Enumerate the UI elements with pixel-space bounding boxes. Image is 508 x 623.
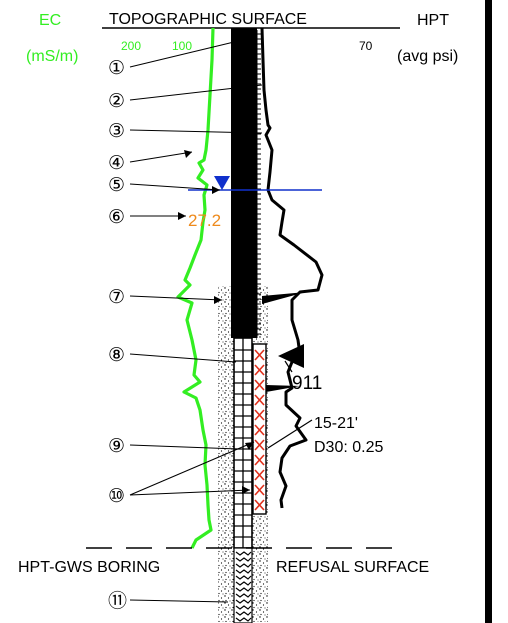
ec-tick-100: 100 — [172, 39, 192, 53]
callout-2: ② — [108, 91, 125, 112]
hpt-spike-upper — [262, 292, 306, 304]
d30-label: D30: 0.25 — [314, 439, 383, 456]
callout-1: ① — [108, 58, 125, 79]
water-table-triangle — [214, 176, 230, 190]
surface-label: TOPOGRAPHIC SURFACE — [109, 11, 307, 28]
refusal-label: REFUSAL SURFACE — [276, 559, 429, 576]
boring-label: HPT-GWS BORING — [18, 559, 160, 576]
hpt-spike-lower — [266, 385, 300, 392]
hpt-tick-70: 70 — [359, 39, 373, 53]
screen-interval-label: 15-21' — [314, 415, 358, 432]
hpt-spike-911 — [278, 344, 304, 368]
callout-6: ⑥ — [108, 207, 125, 228]
well-screen-slots — [234, 338, 252, 548]
callout-3: ③ — [108, 121, 125, 142]
callout-11: ⑪ — [108, 590, 127, 612]
ec-highlight-value: 27.2 — [188, 211, 221, 230]
ec-units: (mS/m) — [26, 48, 78, 65]
hpt-value-pointer — [284, 360, 293, 373]
callout-arrowheads — [178, 150, 254, 494]
screen-interval-pointer — [267, 419, 313, 449]
ec-trace — [176, 27, 215, 549]
ec-tick-200: 200 — [121, 39, 141, 53]
screen-interval-x-marks — [254, 349, 265, 511]
hpt-units: (avg psi) — [397, 48, 458, 65]
hpt-highlight-value: 911 — [292, 373, 322, 394]
callout-8: ⑧ — [108, 345, 125, 366]
hpt-label: HPT — [417, 12, 449, 29]
ec-label: EC — [39, 12, 61, 29]
right-border — [485, 0, 492, 623]
rod-ticks — [257, 33, 261, 335]
callout-4: ④ — [108, 153, 125, 174]
callout-10: ⑩ — [108, 486, 125, 507]
bentonite-zigzag — [235, 551, 252, 622]
callout-9: ⑨ — [108, 436, 125, 457]
callout-7: ⑦ — [108, 287, 125, 308]
callout-5: ⑤ — [108, 175, 125, 196]
hpt-probe-rod — [231, 28, 257, 338]
hpt-trace — [260, 27, 324, 509]
callout-leaders — [129, 41, 263, 603]
